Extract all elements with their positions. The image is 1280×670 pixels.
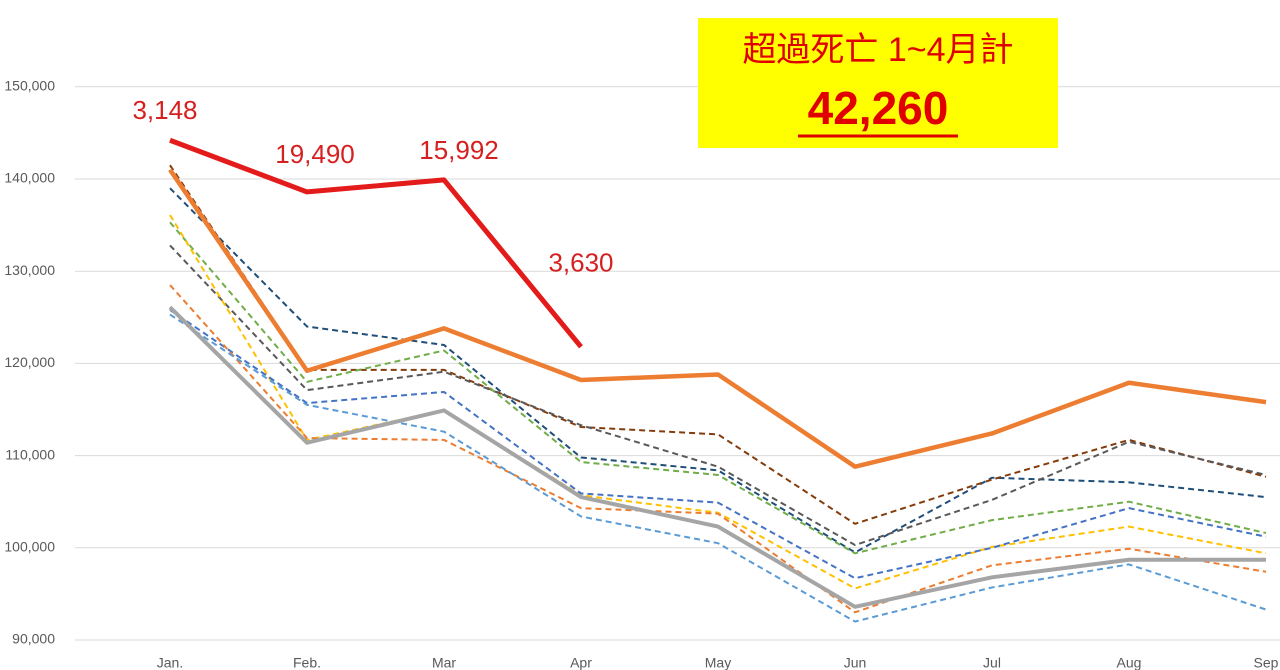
dashed-line xyxy=(169,187,1267,554)
dashed-line xyxy=(169,313,1267,623)
dashed-line xyxy=(169,284,1267,614)
lines: 3,148 19,490 15,992 3,630 xyxy=(132,95,1267,623)
x-tick-label: Aug xyxy=(1117,655,1142,670)
box-total: 42,260 xyxy=(808,82,949,134)
y-tick-label: 140,000 xyxy=(4,170,55,186)
dashed-line xyxy=(169,164,1267,525)
total-box xyxy=(698,18,1058,148)
line xyxy=(168,168,1267,469)
x-tick-label: Jun xyxy=(844,655,867,670)
x-tick-label: Apr xyxy=(570,655,592,670)
annotation: 3,148 xyxy=(132,95,197,125)
dashed-line xyxy=(169,244,1267,547)
x-tick-label: Jul xyxy=(983,655,1001,670)
x-tick-label: Feb. xyxy=(293,655,321,670)
line xyxy=(168,305,1266,609)
y-tick-label: 110,000 xyxy=(5,446,55,462)
dashed-line xyxy=(169,221,1267,555)
y-tick-label: 90,000 xyxy=(12,631,55,647)
box-title: 超過死亡 1~4月計 xyxy=(742,31,1013,69)
x-tick-label: May xyxy=(705,655,731,670)
dashed-line xyxy=(169,309,1267,580)
annotation: 3,630 xyxy=(548,248,613,278)
annotation: 19,490 xyxy=(275,139,355,169)
y-tick-label: 100,000 xyxy=(4,539,55,555)
y-tick-label: 120,000 xyxy=(4,354,55,370)
x-tick-label: Sep xyxy=(1254,655,1279,670)
annotation: 15,992 xyxy=(419,135,499,165)
line xyxy=(169,137,583,349)
y-tick-label: 150,000 xyxy=(4,78,55,94)
x-tick-label: Jan. xyxy=(157,655,183,670)
x-tick-label: Mar xyxy=(432,655,456,670)
y-tick-label: 130,000 xyxy=(4,262,55,278)
